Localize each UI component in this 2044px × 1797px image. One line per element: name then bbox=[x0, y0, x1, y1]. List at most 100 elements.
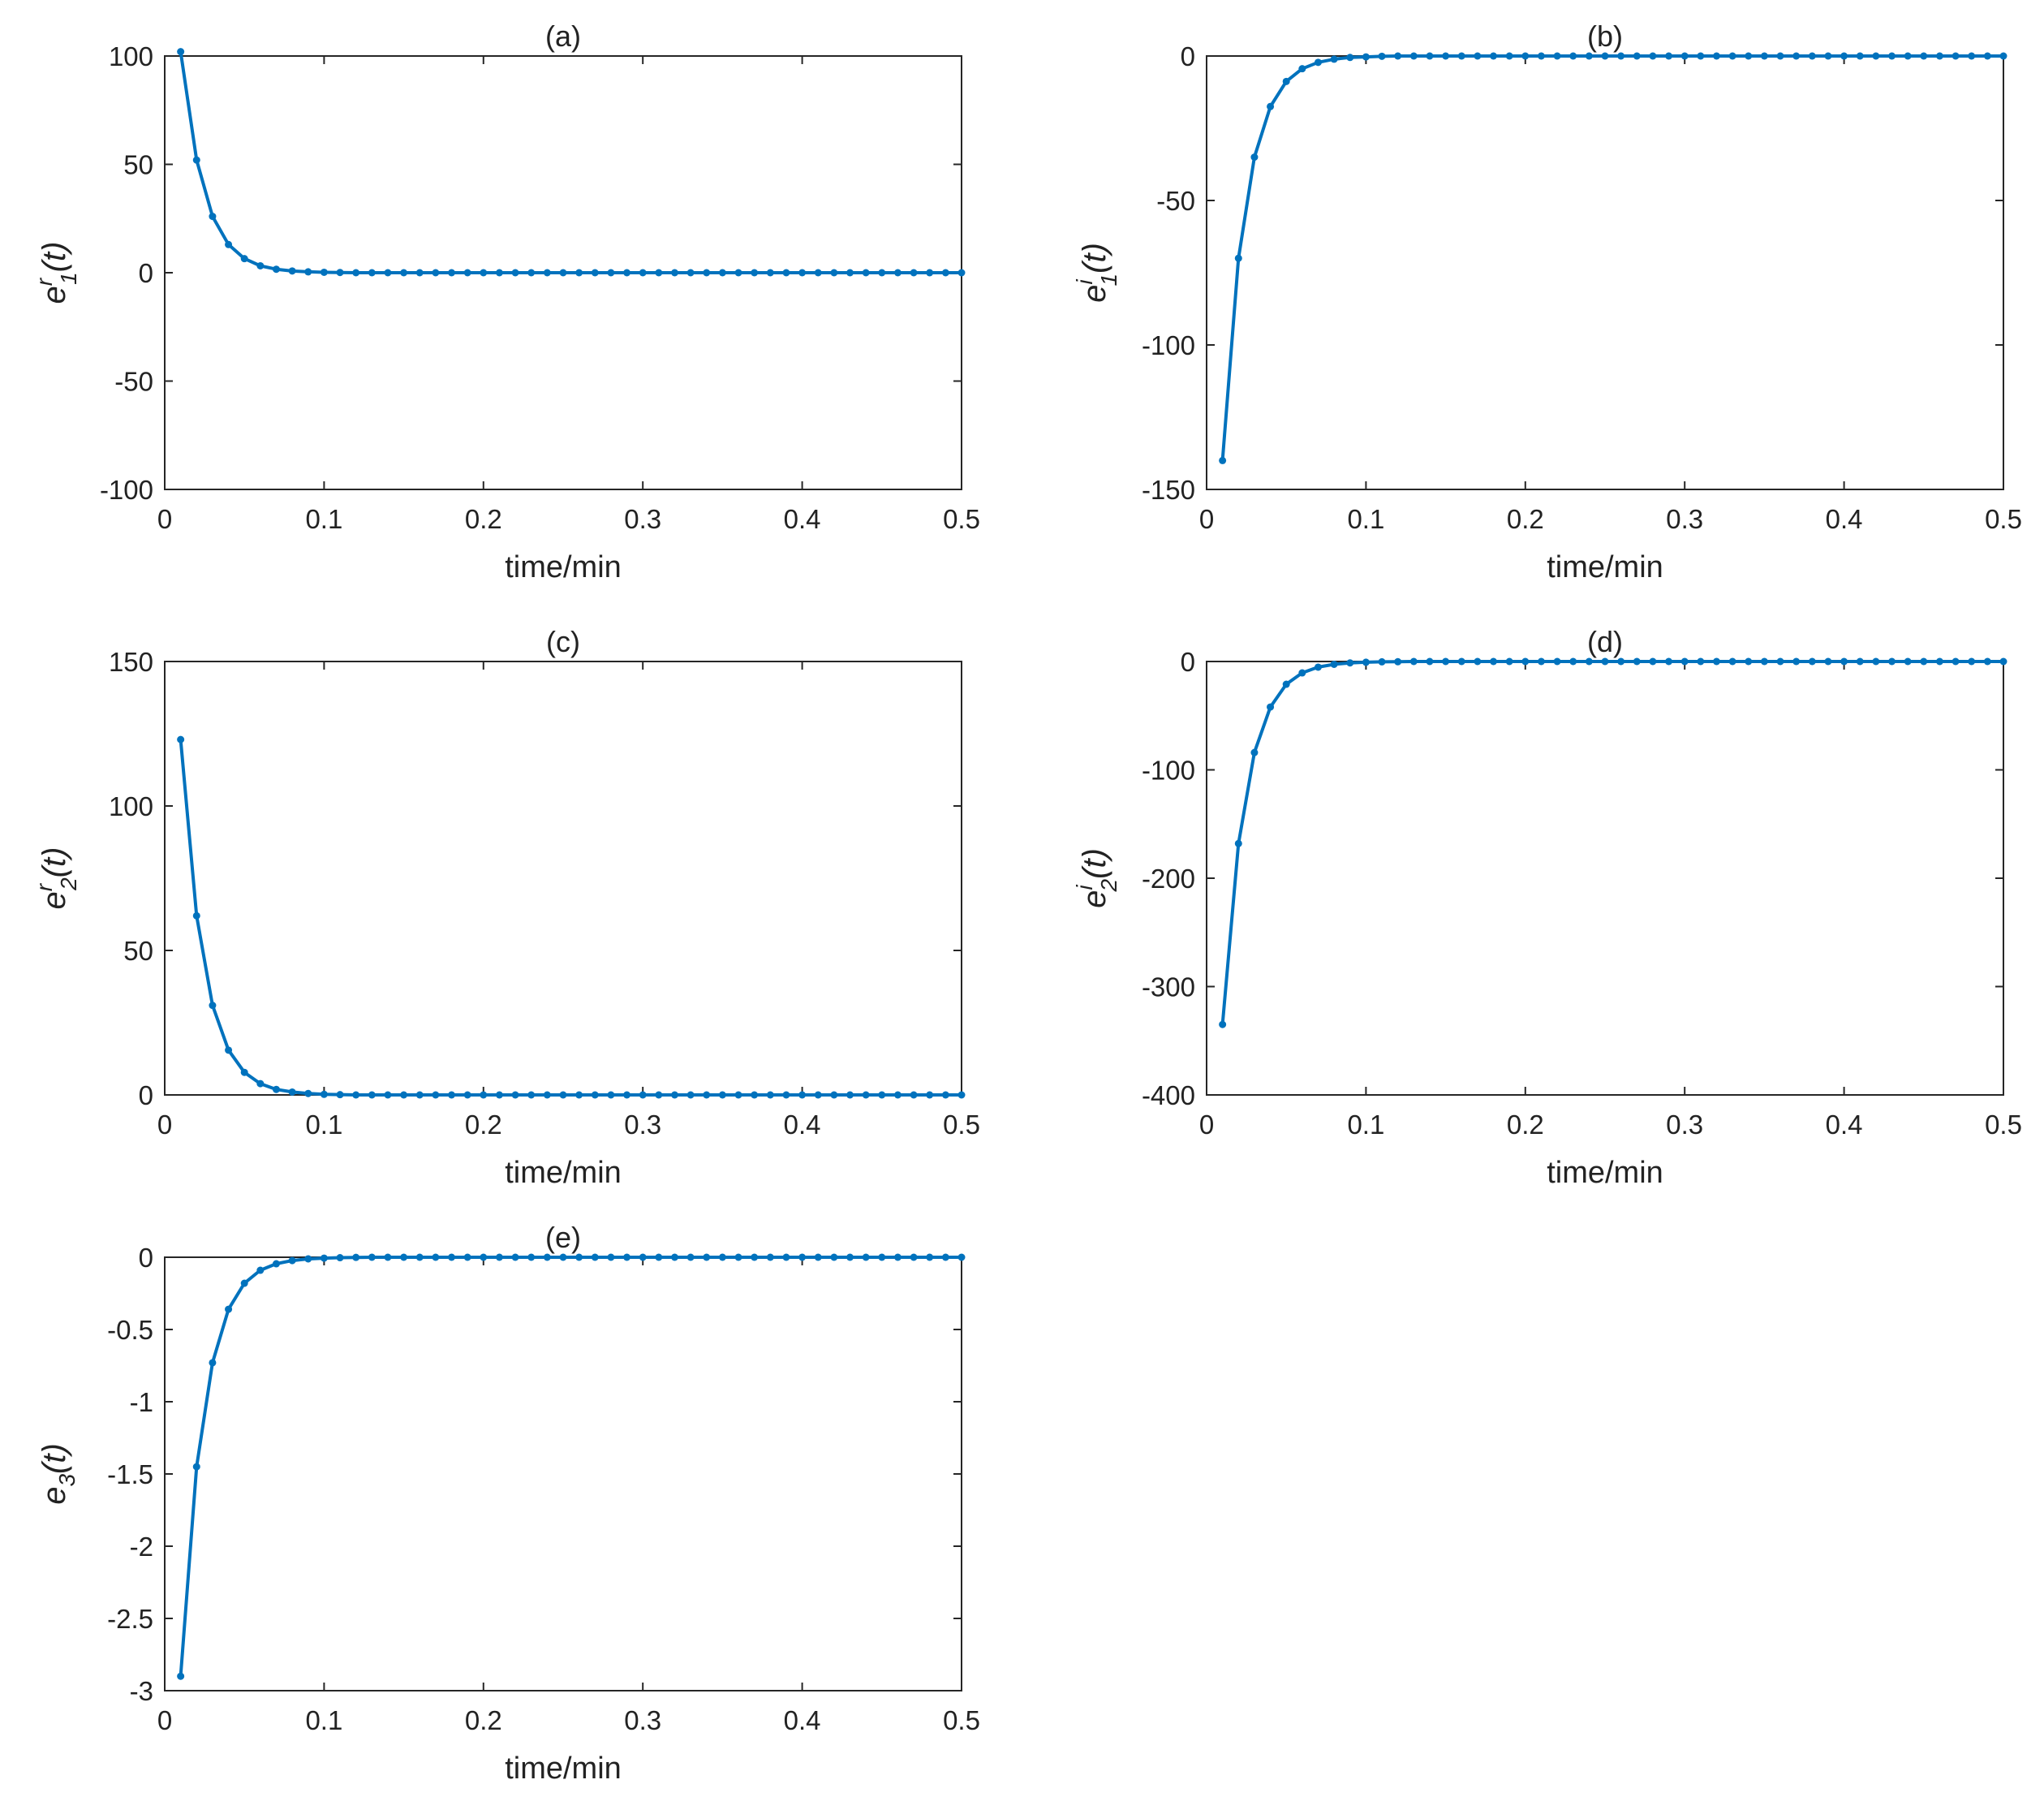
data-point bbox=[400, 269, 408, 277]
data-point bbox=[798, 269, 807, 277]
data-point bbox=[1442, 52, 1450, 60]
data-point bbox=[1330, 55, 1338, 63]
data-point bbox=[240, 1279, 248, 1287]
y-label-symbol: e bbox=[37, 891, 72, 909]
data-point bbox=[1585, 52, 1593, 60]
data-point bbox=[543, 1253, 551, 1261]
y-label-superscript: i bbox=[1072, 279, 1097, 285]
data-point bbox=[1282, 77, 1290, 85]
y-tick-label: 150 bbox=[109, 647, 153, 677]
data-point bbox=[1888, 657, 1896, 666]
data-point bbox=[559, 1253, 567, 1261]
data-point bbox=[415, 1253, 424, 1261]
data-point bbox=[527, 269, 536, 277]
data-point bbox=[384, 1253, 392, 1261]
y-tick-label: -50 bbox=[114, 367, 153, 397]
data-point bbox=[384, 269, 392, 277]
plot-area bbox=[1206, 55, 2004, 490]
data-point bbox=[1712, 657, 1720, 666]
data-point bbox=[527, 1091, 536, 1099]
data-point bbox=[225, 1305, 233, 1313]
data-point bbox=[1505, 657, 1513, 666]
data-point bbox=[1697, 657, 1705, 666]
data-point bbox=[559, 269, 567, 277]
data-point bbox=[607, 1091, 615, 1099]
data-point bbox=[718, 1091, 726, 1099]
chart-title: (c) bbox=[546, 625, 580, 658]
data-point bbox=[463, 269, 471, 277]
x-tick-label: 0 bbox=[1199, 1110, 1214, 1140]
data-point bbox=[1792, 657, 1801, 666]
data-point bbox=[1330, 660, 1338, 668]
y-tick-label: 100 bbox=[109, 791, 153, 821]
data-point bbox=[511, 1253, 519, 1261]
y-axis-label: ei1(t) bbox=[1072, 243, 1121, 303]
chart-title: (a) bbox=[545, 19, 581, 53]
data-point bbox=[1394, 52, 1402, 60]
data-point bbox=[910, 1253, 918, 1261]
data-point bbox=[1776, 657, 1784, 666]
data-point bbox=[910, 269, 918, 277]
data-point bbox=[1250, 153, 1259, 162]
data-point bbox=[1521, 657, 1530, 666]
data-point bbox=[814, 1253, 822, 1261]
x-tick-label: 0.1 bbox=[305, 504, 342, 534]
y-label-argument: (t) bbox=[37, 242, 72, 273]
data-point bbox=[1983, 52, 1991, 60]
data-point bbox=[1426, 657, 1434, 666]
data-point bbox=[1250, 748, 1259, 756]
data-point bbox=[878, 269, 886, 277]
data-point bbox=[926, 269, 934, 277]
data-point bbox=[623, 1253, 631, 1261]
data-point bbox=[670, 1091, 678, 1099]
plot-area bbox=[164, 661, 962, 1096]
data-point bbox=[192, 156, 200, 164]
data-point bbox=[941, 1091, 949, 1099]
data-point bbox=[878, 1091, 886, 1099]
data-point bbox=[368, 1253, 376, 1261]
y-label-argument: (t) bbox=[37, 1443, 72, 1474]
data-point bbox=[1267, 703, 1275, 711]
x-tick-label: 0.3 bbox=[624, 1110, 661, 1140]
x-tick-label: 0.3 bbox=[624, 1705, 661, 1735]
data-point bbox=[623, 269, 631, 277]
data-point bbox=[639, 269, 647, 277]
y-tick-label: -3 bbox=[130, 1676, 153, 1706]
y-label-argument: (t) bbox=[1077, 848, 1112, 879]
data-point bbox=[1346, 54, 1354, 62]
data-point bbox=[1298, 65, 1306, 73]
data-point bbox=[1951, 52, 1960, 60]
y-label-subscript: 2 bbox=[1096, 878, 1121, 892]
data-point bbox=[1426, 52, 1434, 60]
y-label-subscript: 2 bbox=[56, 877, 81, 891]
data-point bbox=[941, 1253, 949, 1261]
x-axis-label: time/min bbox=[1547, 550, 1663, 584]
data-point bbox=[320, 1090, 328, 1098]
data-point bbox=[415, 1091, 424, 1099]
data-point bbox=[256, 1079, 265, 1088]
data-point bbox=[432, 269, 440, 277]
data-point bbox=[1569, 52, 1577, 60]
data-point bbox=[623, 1091, 631, 1099]
y-tick-label: 0 bbox=[1181, 41, 1195, 71]
data-point bbox=[1760, 52, 1768, 60]
data-point bbox=[1633, 657, 1641, 666]
data-point bbox=[591, 1253, 599, 1261]
data-point bbox=[1505, 52, 1513, 60]
data-point bbox=[686, 269, 695, 277]
data-point bbox=[304, 1089, 312, 1097]
data-point bbox=[686, 1253, 695, 1261]
data-point bbox=[1920, 52, 1928, 60]
data-point bbox=[1267, 102, 1275, 110]
x-tick-label: 0.1 bbox=[1347, 1110, 1384, 1140]
x-axis-label: time/min bbox=[505, 550, 622, 584]
data-point bbox=[256, 261, 265, 269]
y-tick-label: -200 bbox=[1142, 864, 1195, 894]
data-point bbox=[846, 1091, 854, 1099]
data-point bbox=[1824, 52, 1832, 60]
data-point bbox=[703, 269, 711, 277]
data-point bbox=[1553, 52, 1561, 60]
data-point bbox=[448, 269, 456, 277]
y-label-superscript: r bbox=[32, 277, 57, 286]
data-point bbox=[782, 269, 790, 277]
